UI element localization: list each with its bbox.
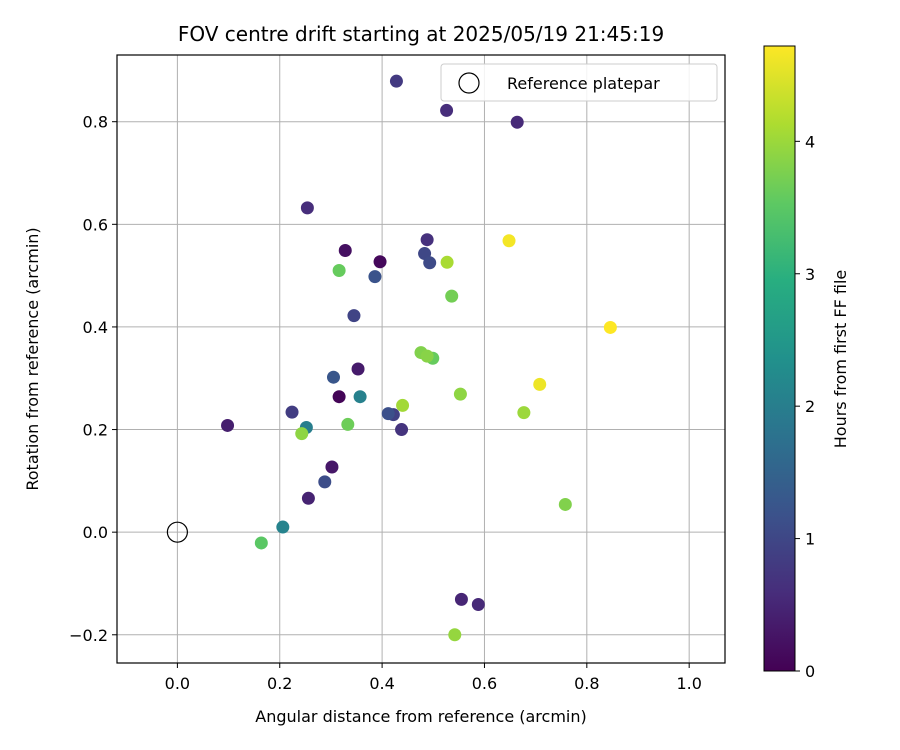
data-point <box>300 201 314 215</box>
data-point <box>325 460 339 474</box>
data-point <box>276 520 290 534</box>
y-axis-title: Rotation from reference (arcmin) <box>23 227 42 490</box>
data-point <box>285 405 299 419</box>
data-point <box>517 406 531 420</box>
data-point <box>326 370 340 384</box>
colorbar-label: Hours from first FF file <box>831 270 850 449</box>
data-point <box>353 390 367 404</box>
data-point <box>347 309 361 323</box>
colorbar-tick-label: 3 <box>805 265 815 284</box>
y-tick-label: 0.0 <box>83 523 108 542</box>
data-point <box>381 407 395 421</box>
colorbar: 0 1 2 3 4 Hours from first FF file <box>763 45 850 681</box>
data-point <box>332 390 346 404</box>
y-tick-label: −0.2 <box>69 626 108 645</box>
data-point <box>420 349 434 363</box>
data-point <box>502 234 516 248</box>
grid <box>117 55 725 663</box>
data-point <box>221 418 235 432</box>
legend-label: Reference platepar <box>507 74 660 93</box>
data-point <box>440 255 454 269</box>
data-point <box>318 475 332 489</box>
x-tick-label: 1.0 <box>676 674 701 693</box>
y-tick-label: 0.6 <box>83 215 108 234</box>
legend-box <box>440 63 718 102</box>
x-axis-title: Angular distance from reference (arcmin) <box>255 707 586 726</box>
data-point <box>396 398 410 412</box>
x-tick-label: 0.6 <box>472 674 497 693</box>
legend: Reference platepar <box>440 63 718 102</box>
plot-frame <box>116 54 726 664</box>
chart-title: FOV centre drift starting at 2025/05/19 … <box>178 22 664 46</box>
data-point <box>510 115 524 129</box>
data-point <box>533 377 547 391</box>
colorbar-gradient <box>763 45 796 672</box>
y-tick-label: 0.4 <box>83 318 108 337</box>
legend-marker-open-circle <box>458 72 480 94</box>
y-axis-ticks: −0.2 0.0 0.2 0.4 0.6 0.8 <box>69 113 117 645</box>
data-point <box>373 255 387 269</box>
data-point <box>440 103 454 117</box>
data-point <box>295 427 309 441</box>
colorbar-tick-label: 0 <box>805 662 815 681</box>
data-point <box>423 256 437 270</box>
colorbar-tick-label: 1 <box>805 530 815 549</box>
data-point <box>389 74 403 88</box>
data-point <box>332 263 346 277</box>
colorbar-tick-label: 4 <box>805 132 815 151</box>
data-point <box>341 417 355 431</box>
x-tick-label: 0.2 <box>267 674 292 693</box>
data-points <box>166 74 617 642</box>
data-point <box>471 598 485 612</box>
x-tick-label: 0.4 <box>369 674 394 693</box>
data-point <box>351 362 365 376</box>
data-point <box>338 243 352 257</box>
data-point <box>603 320 617 334</box>
data-point <box>254 536 268 550</box>
data-point <box>454 592 468 606</box>
data-point <box>301 491 315 505</box>
data-point <box>448 628 462 642</box>
data-point <box>453 387 467 401</box>
y-tick-label: 0.8 <box>83 113 108 132</box>
data-point <box>368 270 382 284</box>
x-axis-ticks: 0.0 0.2 0.4 0.6 0.8 1.0 <box>165 663 702 693</box>
data-point <box>558 497 572 511</box>
colorbar-ticks: 0 1 2 3 4 <box>795 132 815 681</box>
data-point <box>445 289 459 303</box>
x-tick-label: 0.8 <box>574 674 599 693</box>
colorbar-tick-label: 2 <box>805 397 815 416</box>
data-point <box>395 423 409 437</box>
x-tick-label: 0.0 <box>165 674 190 693</box>
reference-platepar-marker <box>166 521 188 543</box>
data-point <box>420 233 434 247</box>
y-tick-label: 0.2 <box>83 421 108 440</box>
